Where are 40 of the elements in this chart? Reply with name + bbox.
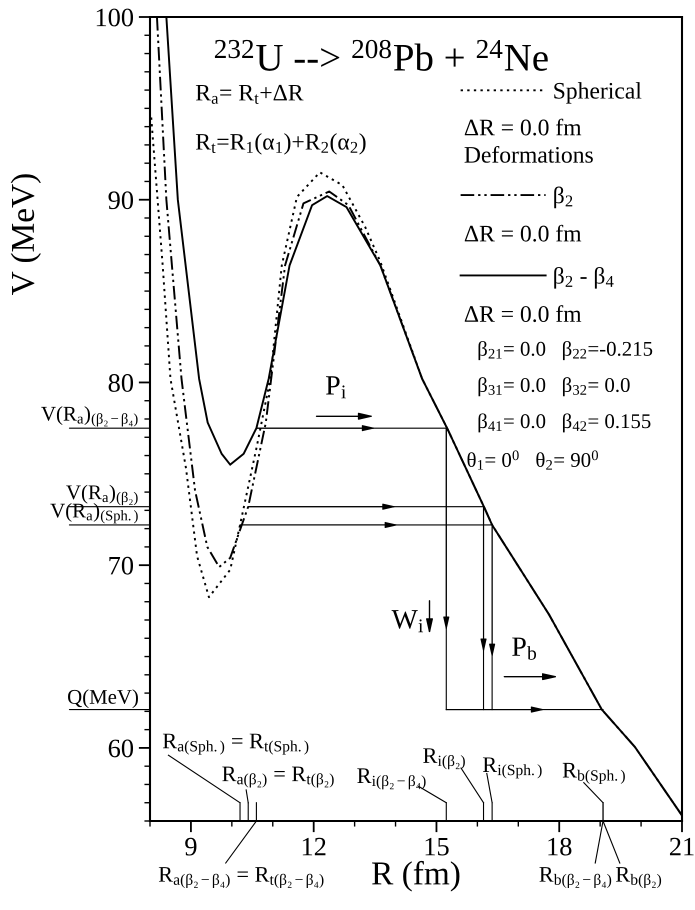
text: R$_{a(β₂−β₄)}$ = R$_{t(β₂−β₄)}$ [158,867,324,888]
y-tick-label: 90 [108,191,134,210]
legend-label: β$_{2}$ [554,186,572,208]
text: θ$_{1}$= 0$^{0}$ θ$_{2}$= 90$^{0}$ [468,450,598,470]
x-tick-label: 12 [302,838,326,856]
text: R$_{b(β₂−β₄)}$ [539,867,612,888]
annotation: P$_{i}$ [326,376,346,398]
annotation: P$_{b}$ [512,638,536,660]
y-tick-label: 100 [96,8,134,26]
x-axis-title: R (fm) [372,860,460,892]
annotation: R$_{i(β₂)}$ [423,748,465,770]
text: Q(MeV) [68,689,138,708]
annotation: R$_{i(β₂−β₄)}$ [357,768,426,790]
annotation: Deformations [464,146,593,163]
annotation: W$_{i}$ [392,610,424,632]
annotation: ΔR = 0.0 fm [464,305,582,322]
legend-label: Spherical [554,82,642,104]
x-tick-label: 15 [426,838,449,856]
annotation: R$_{a(β₂)}$ = R$_{t(β₂)}$ [222,766,334,788]
annotation: β$_{41}$= 0.0 β$_{42}$= 0.155 [478,413,650,432]
annotation: R$_{i(Sph.)}$ [482,757,542,778]
chart-title: $^{232}$U --> $^{208}$Pb + $^{24}$Ne [214,40,548,71]
annotation: R$_{b(Sph.)}$ [562,762,625,784]
x-tick-label: 18 [548,838,572,856]
x-tick-label: 9 [185,838,196,856]
text: V(R$_{a}$)$_{(β₂−β₄)}$ [41,406,138,427]
annotation: R$_{a}$= R$_{t}$+ΔR [196,84,304,104]
text: R$_{t}$=R$_{1}$(α$_{1}$)+R$_{2}$(α$_{2}$) [196,133,366,155]
annotation: β$_{21}$= 0.0 β$_{22}$=-0.215 [478,340,652,360]
y-axis-title: V (MeV) [10,174,41,295]
annotation: ΔR = 0.0 fm [464,118,582,136]
y-tick-label: 60 [108,740,134,758]
annotation: β$_{31}$= 0.0 β$_{32}$= 0.0 [478,377,630,396]
text: R$_{b(β₂)}$ [616,867,662,888]
annotation: R$_{a(Sph.)}$ = R$_{t(Sph.)}$ [162,734,308,755]
y-tick-label: 70 [109,556,134,575]
legend-label: β$_{2}$ - β$_{4}$ [554,266,614,289]
annotation: ΔR = 0.0 fm [464,224,582,242]
y-tick-label: 80 [108,374,134,392]
x-tick-label: 21 [670,838,694,856]
